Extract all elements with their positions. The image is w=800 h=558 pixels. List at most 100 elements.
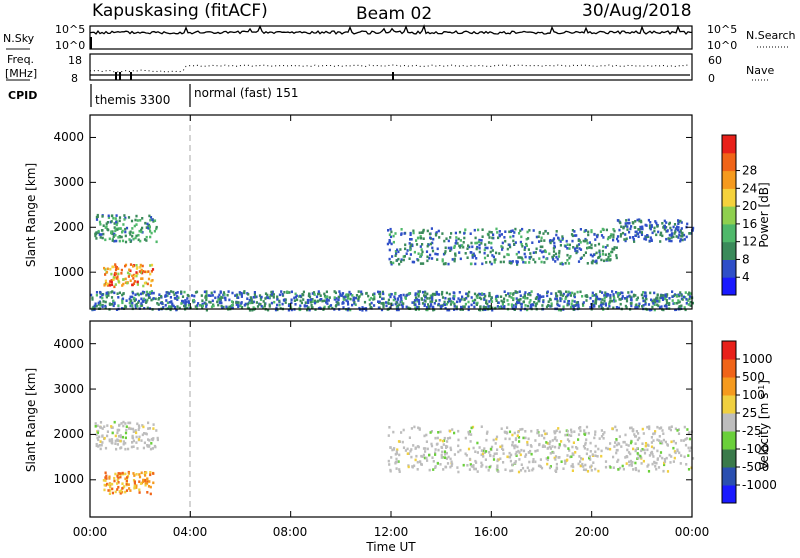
echo-cell	[294, 292, 297, 296]
echo-cell	[514, 437, 518, 440]
echo-cell	[124, 447, 127, 451]
echo-cell	[468, 457, 472, 461]
echo-cell	[425, 440, 428, 443]
echo-cell	[152, 427, 155, 430]
echo-cell	[548, 445, 551, 449]
echo-cell	[684, 291, 687, 294]
echo-cell	[599, 303, 602, 307]
echo-cell	[373, 297, 376, 301]
echo-cell	[665, 304, 668, 308]
echo-cell	[410, 448, 413, 451]
echo-cell	[538, 464, 541, 468]
echo-cell	[171, 302, 174, 306]
echo-cell	[115, 214, 118, 217]
echo-cell	[117, 296, 120, 299]
echo-cell	[573, 247, 577, 250]
colorbar-segment	[722, 277, 736, 296]
echo-cell	[136, 219, 139, 222]
echo-cell	[426, 255, 429, 259]
echo-cell	[638, 218, 641, 221]
echo-cell	[581, 295, 584, 298]
echo-cell	[585, 452, 588, 456]
echo-cell	[492, 458, 496, 461]
echo-cell	[512, 234, 515, 238]
echo-cell	[305, 304, 309, 308]
echo-cell	[655, 233, 658, 237]
echo-cell	[118, 219, 121, 223]
echo-cell	[120, 272, 123, 275]
echo-cell	[439, 438, 442, 442]
echo-cell	[112, 235, 115, 238]
echo-cell	[489, 447, 492, 451]
echo-cell	[452, 297, 456, 301]
echo-cell	[373, 304, 376, 307]
echo-cell	[537, 235, 540, 238]
echo-cell	[571, 445, 574, 449]
echo-cell	[475, 257, 478, 260]
echo-cell	[249, 301, 252, 305]
echo-cell	[517, 470, 521, 474]
echo-cell	[624, 304, 627, 308]
echo-cell	[129, 295, 132, 299]
echo-cell	[451, 258, 454, 261]
echo-cell	[136, 422, 139, 426]
echo-cell	[457, 470, 460, 474]
echo-cell	[602, 437, 605, 440]
echo-cell	[575, 251, 578, 255]
echo-cell	[617, 291, 620, 295]
echo-cell	[538, 297, 541, 300]
velocity-ytick-2000: 2000	[53, 427, 84, 441]
echo-cell	[115, 220, 118, 224]
echo-cell	[440, 445, 443, 449]
echo-cell	[500, 427, 503, 430]
echo-cell	[611, 427, 614, 430]
echo-cell	[581, 457, 584, 461]
echo-cell	[155, 429, 158, 432]
echo-cell	[429, 253, 432, 257]
echo-cell	[441, 259, 444, 263]
echo-cell	[513, 461, 517, 465]
echo-cell	[594, 299, 597, 303]
echo-cell	[565, 459, 568, 462]
echo-cell	[198, 304, 202, 307]
echo-cell	[626, 448, 629, 452]
echo-cell	[98, 220, 102, 224]
echo-cell	[669, 428, 672, 432]
echo-cell	[532, 458, 535, 461]
echo-cell	[540, 260, 543, 264]
echo-cell	[135, 431, 138, 435]
echo-cell	[208, 300, 211, 304]
xtick-2000: 20:00	[575, 525, 610, 539]
echo-cell	[498, 233, 501, 237]
echo-cell	[650, 441, 653, 444]
echo-cell	[444, 453, 447, 456]
echo-cell	[138, 270, 141, 273]
echo-cell	[96, 424, 99, 428]
echo-cell	[600, 301, 603, 304]
echo-cell	[119, 475, 122, 479]
echo-cell	[117, 236, 120, 239]
echo-cell	[541, 304, 544, 307]
echo-cell	[652, 446, 655, 450]
echo-cell	[558, 443, 561, 446]
echo-cell	[105, 295, 108, 299]
echo-cell	[467, 300, 470, 304]
echo-cell	[135, 302, 138, 306]
echo-cell	[118, 235, 121, 238]
echo-cell	[593, 304, 596, 307]
echo-cell	[114, 265, 117, 268]
echo-cell	[429, 300, 432, 303]
echo-cell	[115, 277, 118, 280]
echo-cell	[626, 228, 629, 231]
echo-cell	[612, 466, 615, 469]
echo-cell	[307, 294, 310, 298]
echo-cell	[410, 455, 413, 459]
echo-cell	[558, 238, 561, 242]
echo-cell	[149, 235, 152, 239]
echo-cell	[120, 235, 123, 239]
echo-cell	[518, 301, 521, 304]
echo-cell	[571, 229, 574, 232]
echo-cell	[611, 290, 614, 293]
echo-cell	[651, 231, 654, 235]
echo-cell	[521, 245, 524, 248]
